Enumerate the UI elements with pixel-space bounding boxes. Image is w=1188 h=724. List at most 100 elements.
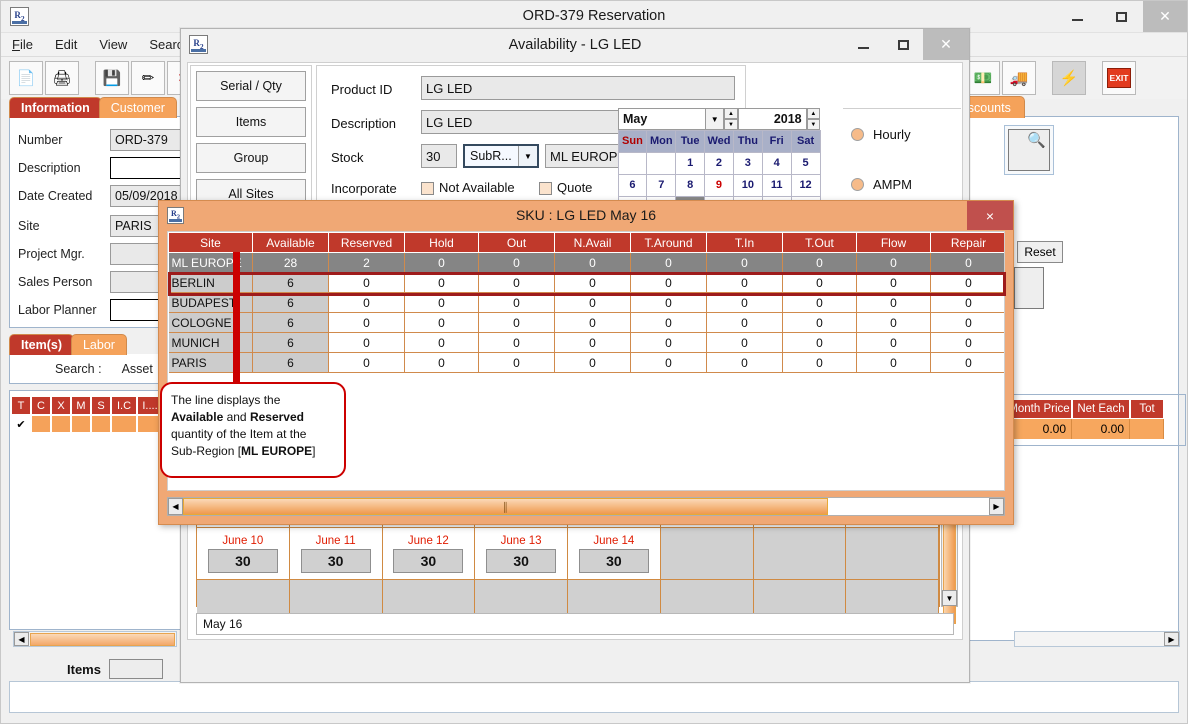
- truck-icon[interactable]: 🚚: [1002, 61, 1036, 95]
- table-row[interactable]: MUNICH 6 0 0 0 0 0 0 0 0 0: [168, 332, 1004, 353]
- col-tin[interactable]: T.In: [706, 232, 783, 253]
- invoice-icon[interactable]: 💵: [966, 61, 1000, 95]
- availability-vertical-scrollbar[interactable]: ▼: [941, 513, 958, 624]
- tab-items[interactable]: Item(s): [9, 334, 74, 355]
- col-t[interactable]: T: [11, 396, 31, 415]
- spin-up-icon[interactable]: ▲: [806, 108, 820, 119]
- minimize-icon[interactable]: [1055, 1, 1099, 32]
- col-hold[interactable]: Hold: [404, 232, 479, 253]
- col-reserved[interactable]: Reserved: [328, 232, 405, 253]
- col-site[interactable]: Site: [168, 232, 253, 253]
- col-month-price[interactable]: Month Price: [1006, 399, 1072, 419]
- scope-combo[interactable]: SubR... ▼: [463, 144, 539, 168]
- radio-ampm[interactable]: AMPM: [851, 177, 912, 192]
- menu-item-view[interactable]: View: [99, 37, 128, 52]
- product-id-field[interactable]: LG LED: [421, 76, 735, 100]
- scroll-thumb[interactable]: [30, 632, 175, 646]
- table-row[interactable]: COLOGNE 6 0 0 0 0 0 0 0 0 0: [168, 312, 1004, 333]
- right-horizontal-scrollbar[interactable]: ▶: [1014, 631, 1180, 647]
- print-icon[interactable]: 🖨: [45, 61, 79, 95]
- year-spinner[interactable]: ▲ ▼: [806, 108, 820, 130]
- calendar-day-3[interactable]: 3: [732, 151, 763, 175]
- scroll-thumb[interactable]: ║: [183, 498, 828, 515]
- day-cell-june-11[interactable]: June 11 30: [289, 528, 383, 580]
- calendar-day-6[interactable]: 6: [617, 173, 648, 197]
- sku-horizontal-scrollbar[interactable]: ◀ ║ ▶: [167, 497, 1005, 516]
- col-x[interactable]: X: [51, 396, 71, 415]
- scroll-right-icon[interactable]: ▶: [1164, 632, 1179, 646]
- close-icon[interactable]: ✕: [923, 29, 969, 60]
- row-cell-s[interactable]: [91, 415, 111, 433]
- group-button[interactable]: Group: [196, 143, 306, 173]
- row-cell-ic[interactable]: [111, 415, 137, 433]
- tab-customer[interactable]: Customer: [98, 97, 177, 118]
- col-m[interactable]: M: [71, 396, 91, 415]
- stock-field[interactable]: 30: [421, 144, 457, 168]
- table-row[interactable]: ML EUROPE 28 2 0 0 0 0 0 0 0 0: [168, 252, 1004, 273]
- col-s[interactable]: S: [91, 396, 111, 415]
- calendar-day-11[interactable]: 11: [761, 173, 792, 197]
- col-taround[interactable]: T.Around: [630, 232, 707, 253]
- close-icon[interactable]: ✕: [1143, 1, 1187, 32]
- scroll-left-icon[interactable]: ◀: [168, 498, 183, 515]
- row-checkbox[interactable]: ✔: [11, 415, 31, 433]
- menu-item-file[interactable]: File: [12, 37, 33, 52]
- save-icon[interactable]: 💾: [95, 61, 129, 95]
- minimize-icon[interactable]: [843, 29, 883, 60]
- col-c[interactable]: C: [31, 396, 51, 415]
- calendar-day-8[interactable]: 8: [675, 173, 706, 197]
- calendar-day-2[interactable]: 2: [704, 151, 734, 175]
- col-total[interactable]: Tot: [1130, 399, 1164, 419]
- table-row[interactable]: BUDAPEST 6 0 0 0 0 0 0 0 0 0: [168, 292, 1004, 313]
- row-cell-c[interactable]: [31, 415, 51, 433]
- calendar-day-9[interactable]: 9: [704, 173, 734, 197]
- maximize-icon[interactable]: [883, 29, 923, 60]
- close-icon[interactable]: ×: [967, 201, 1013, 230]
- tab-information[interactable]: Information: [9, 97, 102, 118]
- radio-hourly[interactable]: Hourly: [851, 127, 911, 142]
- col-repair[interactable]: Repair: [930, 232, 1004, 253]
- not-available-checkbox[interactable]: [421, 182, 434, 195]
- lightning-icon[interactable]: ⚡: [1052, 61, 1086, 95]
- month-spinner[interactable]: ▲ ▼: [724, 108, 738, 130]
- magnify-button[interactable]: 🔍: [1008, 129, 1050, 171]
- serial-qty-button[interactable]: Serial / Qty: [196, 71, 306, 101]
- calendar-year-value[interactable]: 2018: [737, 108, 807, 130]
- col-navail[interactable]: N.Avail: [554, 232, 631, 253]
- quote-checkbox[interactable]: [539, 182, 552, 195]
- items-button[interactable]: Items: [196, 107, 306, 137]
- price-table-row[interactable]: 0.00 0.00: [1006, 419, 1164, 439]
- tab-labor[interactable]: Labor: [70, 334, 127, 355]
- day-cell-june-10[interactable]: June 10 30: [197, 528, 290, 580]
- calendar-day-12[interactable]: 12: [790, 173, 821, 197]
- chevron-down-icon[interactable]: ▼: [706, 108, 725, 130]
- maximize-icon[interactable]: [1099, 1, 1143, 32]
- spin-down-icon[interactable]: ▼: [724, 119, 738, 130]
- col-available[interactable]: Available: [252, 232, 329, 253]
- edit-pencil-icon[interactable]: ✏: [131, 61, 165, 95]
- col-flow[interactable]: Flow: [856, 232, 931, 253]
- day-cell-june-13[interactable]: June 13 30: [475, 528, 568, 580]
- chevron-down-icon[interactable]: ▼: [518, 146, 537, 166]
- col-net-each[interactable]: Net Each: [1072, 399, 1130, 419]
- row-cell-x[interactable]: [51, 415, 71, 433]
- calendar-day-10[interactable]: 10: [732, 173, 763, 197]
- menu-item-edit[interactable]: Edit: [54, 37, 78, 52]
- col-out[interactable]: Out: [478, 232, 555, 253]
- scroll-thumb[interactable]: [943, 514, 956, 624]
- scroll-right-icon[interactable]: ▶: [989, 498, 1004, 515]
- day-cell-june-14[interactable]: June 14 30: [568, 528, 661, 580]
- row-cell-m[interactable]: [71, 415, 91, 433]
- spin-up-icon[interactable]: ▲: [724, 108, 738, 119]
- scroll-down-icon[interactable]: ▼: [942, 590, 957, 606]
- table-row[interactable]: PARIS 6 0 0 0 0 0 0 0 0 0: [168, 352, 1004, 373]
- calendar-day-7[interactable]: 7: [646, 173, 677, 197]
- spin-down-icon[interactable]: ▼: [806, 119, 820, 130]
- day-cell-june-12[interactable]: June 12 30: [382, 528, 476, 580]
- calendar-day-1[interactable]: 1: [675, 151, 706, 175]
- col-ic[interactable]: I.C: [111, 396, 137, 415]
- new-document-icon[interactable]: 📄: [9, 61, 43, 95]
- left-horizontal-scrollbar[interactable]: ◀: [13, 631, 177, 647]
- scroll-track[interactable]: ║: [183, 498, 989, 515]
- table-row[interactable]: BERLIN 6 0 0 0 0 0 0 0 0 0: [168, 272, 1004, 293]
